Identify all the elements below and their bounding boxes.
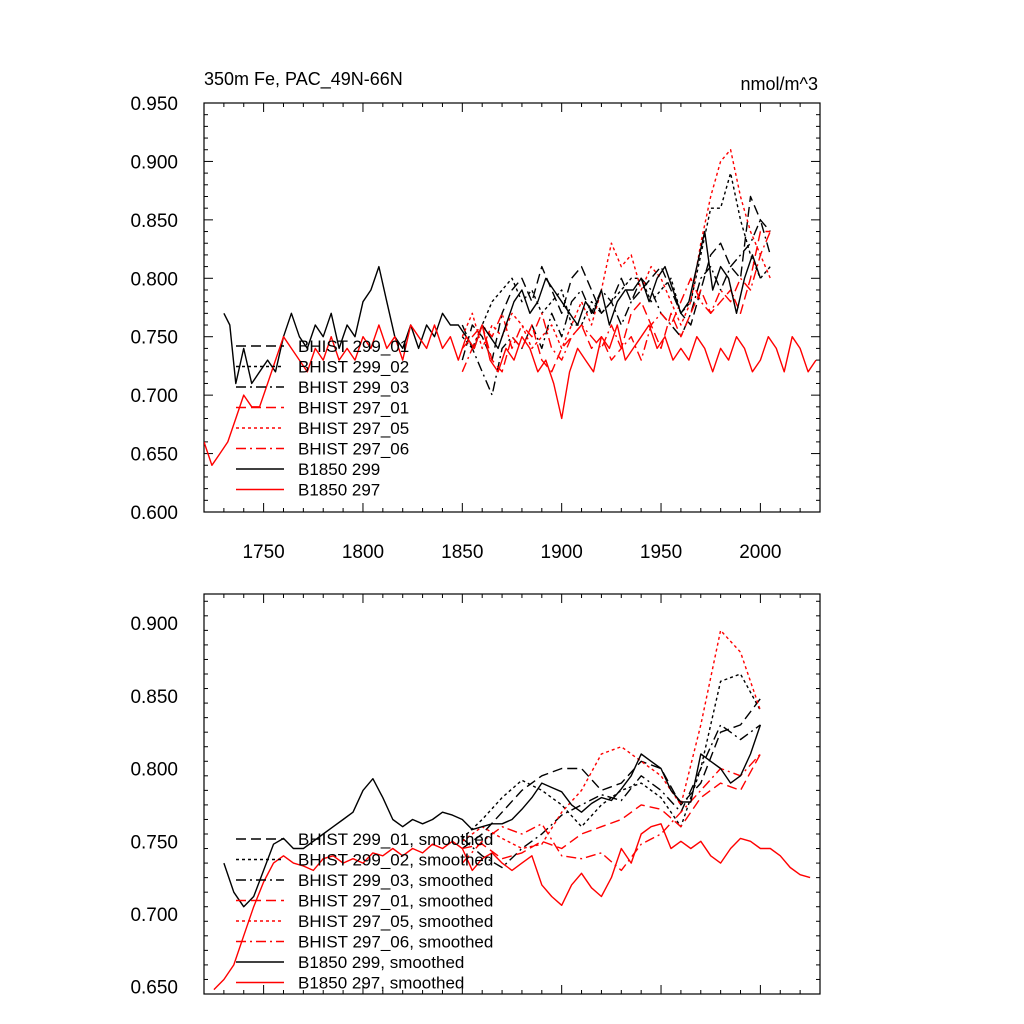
- legend-label: BHIST 297_05: [298, 419, 409, 438]
- legend-label: BHIST 299_03, smoothed: [298, 871, 493, 890]
- x-tick-label: 1750: [242, 542, 284, 563]
- legend-label: BHIST 297_06: [298, 440, 409, 459]
- top-panel: 0.600 0.650 0.700 0.750 0.800 0.850 0.900 0.950…: [130, 94, 821, 563]
- legend-label: BHIST 297_01: [298, 399, 409, 418]
- figure-right-title: nmol/m^3: [741, 74, 818, 94]
- y-tick-label: 0.850: [130, 687, 178, 708]
- series-line: [461, 673, 762, 839]
- y-tick-label: 0.650: [130, 445, 178, 466]
- y-tick-label: 0.900: [130, 614, 178, 635]
- y-tick-label: 0.700: [130, 386, 178, 407]
- series-line: [461, 230, 771, 373]
- series-line: [213, 823, 811, 991]
- y-tick-label: 0.850: [130, 211, 178, 232]
- series-line: [461, 753, 761, 872]
- legend-label: B1850 299, smoothed: [298, 953, 464, 972]
- legend-label: BHIST 299_02: [298, 358, 409, 377]
- x-tick-label: 1850: [441, 542, 483, 563]
- series-line: [461, 724, 761, 869]
- y-tick-label: 0.700: [130, 905, 178, 926]
- x-tick-label: 2000: [739, 542, 781, 563]
- series-line: [462, 753, 762, 860]
- series-line: [223, 724, 762, 908]
- series-line: [461, 172, 771, 350]
- series-line: [204, 324, 817, 466]
- y-tick-label: 0.950: [130, 94, 178, 115]
- legend-label: B1850 299: [298, 460, 380, 479]
- legend-label: B1850 297, smoothed: [298, 974, 464, 993]
- y-tick-label: 0.750: [130, 832, 178, 853]
- y-tick-label: 0.900: [130, 152, 178, 173]
- series-line: [461, 148, 771, 350]
- y-tick-label: 0.650: [130, 978, 178, 999]
- series-line: [461, 629, 762, 850]
- legend-label: BHIST 297_01, smoothed: [298, 892, 493, 911]
- y-tick-label: 0.750: [130, 328, 178, 349]
- legend-label: BHIST 297_06, smoothed: [298, 933, 493, 952]
- x-tick-label: 1800: [342, 542, 384, 563]
- legend-label: BHIST 299_01, smoothed: [298, 830, 493, 849]
- y-tick-label: 0.600: [130, 503, 178, 524]
- legend-label: BHIST 299_02, smoothed: [298, 851, 493, 870]
- legend-label: BHIST 299_03: [298, 378, 409, 397]
- legend-label: BHIST 297_05, smoothed: [298, 912, 493, 931]
- y-tick-label: 0.800: [130, 760, 178, 781]
- series-line: [223, 230, 762, 385]
- plot-frame: [203, 102, 821, 513]
- x-tick-label: 1950: [640, 542, 682, 563]
- legend-label: BHIST 299_01: [298, 337, 409, 356]
- figure-left-title: 350m Fe, PAC_49N-66N: [204, 69, 403, 90]
- series-line: [461, 231, 771, 373]
- series-line: [461, 219, 771, 396]
- bottom-panel: 0.650 0.700 0.750 0.800 0.850 0.900 BHIST 299_…: [130, 593, 821, 999]
- plot-frame: [203, 593, 821, 995]
- y-tick-label: 0.800: [130, 269, 178, 290]
- legend-label: B1850 297: [298, 481, 380, 500]
- series-line: [461, 195, 771, 361]
- x-tick-label: 1900: [541, 542, 583, 563]
- series-line: [461, 698, 761, 850]
